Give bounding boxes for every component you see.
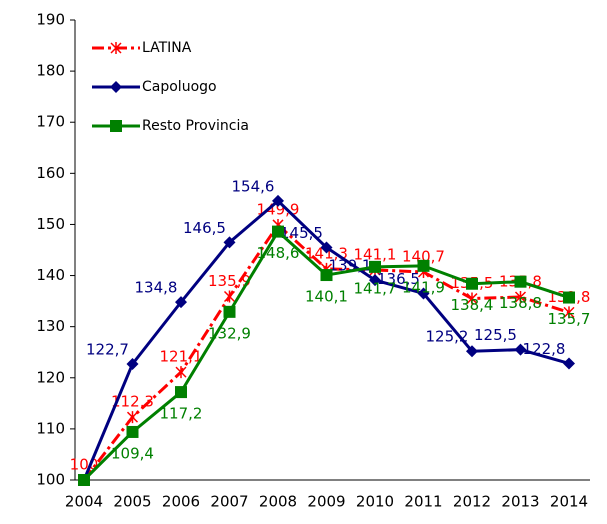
point-marker (417, 259, 430, 272)
point-marker (320, 269, 333, 282)
x-tick-label: 2009 (307, 493, 345, 511)
x-tick-label: 2012 (453, 493, 491, 511)
x-tick-label: 2013 (501, 493, 539, 511)
point-marker (563, 306, 575, 319)
point-marker (320, 241, 333, 254)
legend-label: LATINA (142, 40, 192, 56)
data-label: 109,4 (111, 444, 154, 462)
data-label: 141,7 (354, 279, 397, 297)
x-tick-label: 2006 (162, 493, 200, 511)
point-marker (223, 236, 236, 249)
point-marker (563, 291, 575, 304)
data-label: 145,5 (280, 224, 323, 242)
data-label: 141,9 (402, 278, 445, 296)
series-line (82, 222, 570, 481)
point-marker (175, 366, 187, 379)
data-label: 141,1 (354, 245, 397, 263)
point-marker (514, 291, 527, 304)
data-label: 121,1 (160, 348, 203, 366)
point-marker (175, 386, 187, 399)
y-tick-label: 140 (36, 266, 65, 284)
x-tick-label: 2010 (356, 493, 394, 511)
data-label: 148,6 (257, 244, 300, 262)
point-marker (223, 290, 236, 303)
point-marker (466, 292, 478, 305)
x-tick-label: 2011 (404, 493, 442, 511)
legend-marker (110, 120, 122, 132)
point-marker (369, 260, 381, 273)
y-tick-label: 190 (36, 11, 65, 29)
point-marker (417, 287, 430, 300)
y-tick-label: 120 (36, 368, 65, 386)
x-tick-label: 2005 (113, 493, 151, 511)
data-label: 125,2 (426, 328, 469, 346)
data-label: 122,7 (86, 340, 129, 358)
point-marker (563, 357, 575, 370)
point-marker (466, 277, 478, 290)
data-label: 138,4 (451, 296, 494, 314)
point-marker (126, 425, 139, 438)
point-marker (466, 345, 478, 358)
point-marker (126, 357, 139, 370)
data-label: 134,8 (135, 279, 178, 297)
point-marker (369, 274, 381, 287)
data-label: 122,8 (523, 340, 566, 358)
legend-label: Resto Provincia (142, 118, 249, 134)
point-marker (514, 343, 527, 356)
x-tick-label: 2004 (65, 493, 103, 511)
point-marker (78, 474, 90, 486)
point-marker (514, 275, 527, 288)
data-label: 140,7 (402, 247, 445, 265)
y-tick-label: 100 (36, 471, 65, 489)
legend-label: Capoluogo (142, 79, 217, 95)
x-tick-label: 2007 (210, 493, 248, 511)
x-tick-label: 2014 (550, 493, 588, 511)
y-tick-label: 160 (36, 164, 65, 182)
data-label: 125,5 (474, 326, 517, 344)
point-marker (272, 225, 284, 238)
data-label: 132,9 (208, 324, 251, 342)
y-tick-label: 130 (36, 317, 65, 335)
point-marker (223, 305, 236, 318)
data-label: 136,5 (377, 270, 420, 288)
data-label: 117,2 (160, 405, 203, 423)
legend-marker (110, 42, 122, 54)
data-label: 154,6 (232, 177, 275, 195)
data-label: 149,9 (257, 200, 300, 218)
data-label: 135,7 (548, 310, 591, 328)
data-label: 146,5 (183, 219, 226, 237)
point-marker (175, 296, 187, 309)
y-tick-label: 150 (36, 215, 65, 233)
y-tick-label: 180 (36, 62, 65, 80)
data-label: 140,1 (305, 288, 348, 306)
data-label: 135,9 (208, 272, 251, 290)
y-tick-label: 110 (36, 419, 65, 437)
y-tick-label: 170 (36, 113, 65, 131)
x-tick-label: 2008 (259, 493, 297, 511)
point-marker (126, 411, 139, 424)
data-label: 138,8 (499, 294, 542, 312)
data-label: 112,3 (111, 393, 154, 411)
point-marker (272, 194, 284, 207)
legend-marker (110, 81, 122, 93)
